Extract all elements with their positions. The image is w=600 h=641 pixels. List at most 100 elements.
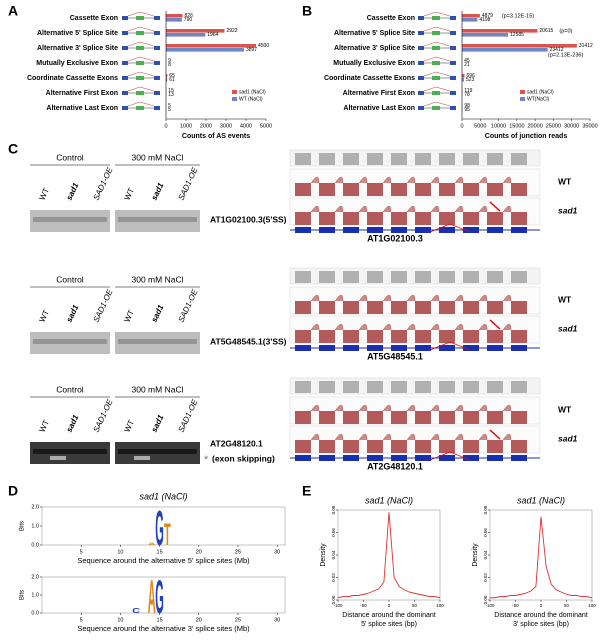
junction-arc — [334, 433, 344, 441]
gene-exon — [295, 227, 311, 233]
junction-arc — [406, 205, 416, 213]
value-label: 826 — [185, 13, 194, 19]
junction-arc — [334, 404, 344, 412]
track-label: sad1 — [558, 433, 578, 443]
legend-label: sad1 (NaCl) — [527, 89, 554, 95]
coverage-peak — [463, 153, 479, 165]
icon-arc — [127, 86, 155, 92]
coverage-red — [487, 330, 503, 343]
panel-label: C — [8, 141, 18, 157]
icon-exon — [122, 106, 128, 110]
red-arrow — [489, 319, 501, 330]
x-tick-label: -50 — [512, 603, 519, 608]
icon-exon — [418, 61, 424, 65]
coverage-red — [343, 212, 359, 225]
coverage-red — [415, 330, 431, 343]
icon-arc — [423, 26, 451, 32]
lane-label: SAD1-OE — [177, 288, 200, 324]
gene-name: AT5G48545.1 — [367, 351, 423, 361]
gene-exon — [487, 455, 503, 461]
gene-exon — [439, 455, 455, 461]
value-label: 4500 — [258, 43, 269, 49]
density-line — [490, 516, 593, 599]
coverage-red — [367, 183, 383, 196]
lane-label: SAD1-OE — [92, 166, 115, 202]
junction-arc — [454, 176, 464, 184]
junction-arc — [502, 433, 512, 441]
coverage-red — [415, 440, 431, 453]
lane-label: sad1 — [65, 181, 81, 202]
x-tick-label: 0 — [540, 603, 543, 608]
gene-exon — [391, 227, 407, 233]
junction-arc — [454, 205, 464, 213]
coverage-peak — [295, 153, 311, 165]
y-tick-label: 1.0 — [31, 523, 39, 529]
icon-arc — [423, 101, 451, 107]
icon-arc — [423, 56, 451, 62]
category-label: Alternative 5' Splice Site — [334, 30, 415, 37]
gel-label: AT1G02100.3(5'SS) — [210, 214, 287, 224]
junction-arc — [478, 176, 488, 184]
value-label: 4879 — [482, 13, 493, 19]
coverage-peak — [487, 271, 503, 283]
bar — [166, 14, 183, 18]
junction-arc — [454, 323, 464, 331]
coverage-red — [463, 183, 479, 196]
junction-arc — [358, 404, 368, 412]
coverage-peak — [511, 271, 527, 283]
junction-arc — [382, 323, 392, 331]
junction-arc — [502, 323, 512, 331]
x-tick-label: -100 — [485, 603, 495, 608]
coverage-red — [511, 411, 527, 424]
icon-exon — [418, 46, 424, 50]
icon-exon — [154, 61, 160, 65]
gene-exon — [463, 455, 479, 461]
category-label: Alternative 5' Splice Site — [37, 30, 118, 37]
coverage-red — [391, 212, 407, 225]
coverage-red — [343, 330, 359, 343]
gel-band — [33, 449, 107, 454]
coverage-red — [391, 330, 407, 343]
x-tick-label: 10 — [117, 549, 123, 555]
logo-letter: A — [148, 542, 156, 546]
y-tick-label: 0.04 — [483, 550, 488, 559]
coverage-red — [367, 301, 383, 314]
y-tick-label: 0.02 — [331, 573, 336, 582]
icon-exon — [418, 91, 424, 95]
lane-label: sad1 — [65, 303, 81, 324]
chart-title: sad1 (NaCl) — [517, 495, 565, 505]
coverage-peak — [439, 381, 455, 393]
coverage-red — [511, 212, 527, 225]
junction-arc — [310, 323, 320, 331]
junction-arc — [334, 176, 344, 184]
x-tick-label: 20 — [196, 617, 202, 623]
icon-exon — [450, 91, 456, 95]
icon-exon — [136, 46, 144, 50]
gene-exon — [295, 455, 311, 461]
coverage-red — [463, 330, 479, 343]
gene-exon — [343, 455, 359, 461]
lane-label: WT — [38, 419, 51, 434]
value-label: 23412 — [550, 47, 564, 53]
category-label: Alternative Last Exon — [343, 105, 415, 112]
gene-exon — [487, 345, 503, 351]
coverage-red — [319, 301, 335, 314]
coverage-red — [367, 212, 383, 225]
icon-exon — [432, 76, 440, 80]
icon-exon — [450, 46, 456, 50]
icon-exon — [450, 16, 456, 20]
gene-exon — [439, 345, 455, 351]
coverage-peak — [439, 271, 455, 283]
bar — [166, 74, 168, 78]
category-label: Coordinate Cassette Exons — [324, 75, 415, 82]
value-label: 20615 — [539, 28, 553, 34]
junction-arc — [454, 433, 464, 441]
coverage-red — [439, 301, 455, 314]
value-label: 790 — [184, 17, 193, 23]
icon-arc — [127, 56, 155, 62]
lane-label: WT — [38, 187, 51, 202]
category-label: Alternative 3' Splice Site — [334, 45, 415, 52]
gene-exon — [367, 345, 383, 351]
gene-exon — [463, 227, 479, 233]
icon-exon — [154, 46, 160, 50]
